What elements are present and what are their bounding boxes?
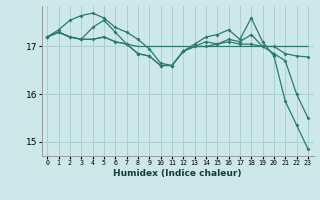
X-axis label: Humidex (Indice chaleur): Humidex (Indice chaleur) [113,169,242,178]
